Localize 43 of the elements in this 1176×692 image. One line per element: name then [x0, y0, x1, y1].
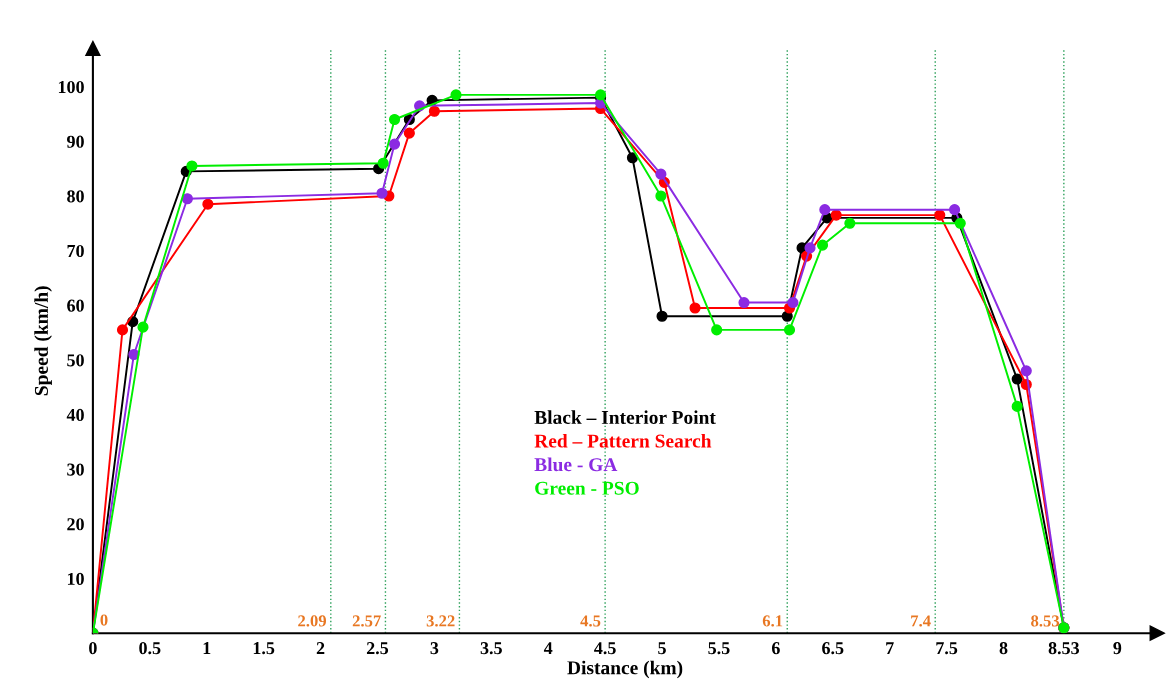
text: Red – Pattern Search [534, 433, 712, 448]
x-tick-label: 4 [543, 642, 553, 655]
text: Black – Interior Point [534, 410, 716, 425]
x-tick-label: 2.5 [366, 642, 389, 655]
x-tick-label: 8 [999, 642, 1008, 655]
x-tick-label: 5.5 [708, 642, 730, 655]
y-axis-title: Speed (km/h) [34, 286, 52, 396]
x-tick-label: 7.5 [936, 642, 958, 655]
ref-line-label: 6.1 [762, 615, 783, 627]
y-tick-label: 60 [67, 299, 84, 312]
x-tick-label: 1.5 [253, 642, 275, 655]
y-tick-label: 10 [67, 572, 84, 585]
y-tick-label: 80 [67, 190, 84, 203]
x-tick-label: 7 [886, 642, 894, 655]
y-tick-label: 70 [67, 244, 84, 258]
x-tick-label: 2 [316, 642, 325, 655]
ref-line-label: 4.5 [580, 615, 601, 627]
x-tick-label: 6.5 [822, 642, 844, 655]
x-tick-label: 9 [1113, 642, 1122, 655]
text: Blue - GA [534, 457, 618, 472]
ref-line-label: 8.53 [1031, 615, 1060, 627]
ref-line-label: 2.57 [352, 615, 381, 627]
x-tick-label: 5 [658, 642, 666, 655]
x-tick-label: 8.53 [1048, 642, 1080, 655]
ref-line-label: 3.22 [426, 615, 455, 627]
y-tick-label: 90 [67, 135, 84, 148]
ref-line-label: 2.09 [298, 615, 327, 627]
x-tick-label: 4.5 [594, 642, 616, 655]
x-tick-label: 0 [89, 642, 97, 655]
y-tick-label: 20 [67, 518, 84, 531]
annotation: 0 [100, 614, 108, 626]
y-tick-label: 40 [66, 408, 84, 422]
x-tick-label: 1 [203, 642, 211, 655]
x-tick-label: 6 [771, 642, 780, 655]
x-axis-title: Distance (km) [567, 660, 683, 679]
ref-line-label: 7.4 [911, 615, 931, 627]
text: Green - PSO [535, 481, 639, 495]
x-tick-label: 3 [430, 642, 439, 655]
x-tick-label: 3.5 [480, 642, 502, 655]
y-tick-label: 30 [67, 463, 84, 476]
x-tick-label: 0.5 [139, 642, 161, 655]
y-tick-label: 50 [67, 354, 84, 367]
y-tick-label: 100 [58, 80, 84, 94]
